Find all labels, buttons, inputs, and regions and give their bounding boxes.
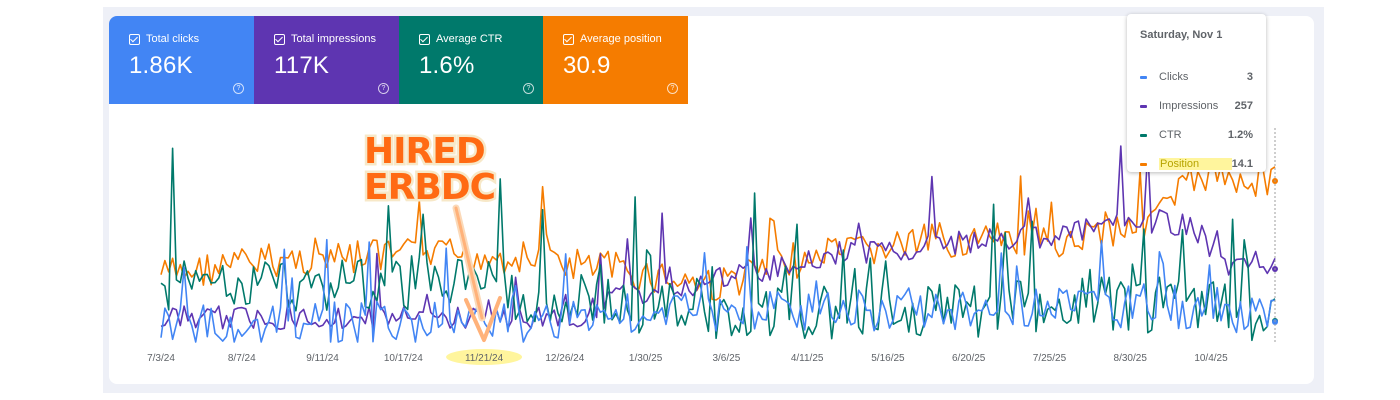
series-swatch-icon xyxy=(1140,75,1147,79)
tick-highlight xyxy=(446,349,523,365)
x-tick-label: 11/21/24 xyxy=(465,353,504,364)
checkbox-icon xyxy=(563,33,574,45)
x-tick-label: 1/30/25 xyxy=(629,353,663,364)
x-tick-label: 7/25/25 xyxy=(1033,353,1067,364)
metric-value: 30.9 xyxy=(563,52,611,79)
checkbox-icon xyxy=(419,33,430,45)
x-tick-label: 3/6/25 xyxy=(712,353,740,364)
series-swatch-icon xyxy=(1140,162,1147,166)
x-tick-label: 8/7/24 xyxy=(228,353,256,364)
metric-value: 1.86K xyxy=(129,52,193,79)
series-line-clicks xyxy=(160,238,1276,343)
x-tick-label: 8/30/25 xyxy=(1114,353,1148,364)
metric-label: Total clicks xyxy=(146,33,200,45)
x-tick-label: 12/26/24 xyxy=(545,353,584,364)
tooltip-row-position: Position 14.1 xyxy=(1140,157,1253,171)
help-icon[interactable]: ? xyxy=(378,83,389,94)
metric-average-ctr[interactable]: Average CTR 1.6% ? xyxy=(399,16,544,104)
series-swatch-icon xyxy=(1140,133,1147,137)
metric-total-clicks[interactable]: Total clicks 1.86K ? xyxy=(109,16,254,104)
series-swatch-icon xyxy=(1140,104,1147,108)
series-line-impressions xyxy=(160,145,1276,331)
chart-tooltip: Saturday, Nov 1 Clicks 3 Impressions 257 C… xyxy=(1127,14,1266,172)
metric-label: Average position xyxy=(580,33,662,45)
x-tick-label: 6/20/25 xyxy=(952,353,986,364)
arrow-icon xyxy=(452,204,502,342)
help-icon[interactable]: ? xyxy=(667,83,678,94)
tooltip-row-ctr: CTR 1.2% xyxy=(1140,128,1253,142)
help-icon[interactable]: ? xyxy=(523,83,534,94)
metric-label: Total impressions xyxy=(291,33,376,45)
checkbox-icon xyxy=(274,33,285,45)
chart-series-layer xyxy=(160,145,1278,343)
tooltip-date: Saturday, Nov 1 xyxy=(1140,29,1223,41)
metric-value: 1.6% xyxy=(419,52,475,79)
x-tick-label: 10/17/24 xyxy=(384,353,423,364)
x-tick-label: 4/11/25 xyxy=(791,353,824,364)
metric-label: Average CTR xyxy=(436,33,503,45)
help-icon[interactable]: ? xyxy=(233,83,244,94)
metric-value: 117K xyxy=(274,52,330,79)
annotation: HIRED ERBDC xyxy=(362,129,502,342)
x-tick-label: 5/16/25 xyxy=(871,353,905,364)
x-axis: 7/3/24 8/7/24 9/11/24 10/17/24 11/21/24 12/26… xyxy=(147,349,1228,365)
checkbox-icon xyxy=(129,33,140,45)
x-tick-label: 9/11/24 xyxy=(306,353,339,364)
tooltip-row-clicks: Clicks 3 xyxy=(1140,70,1253,84)
tooltip-row-impressions: Impressions 257 xyxy=(1140,99,1253,113)
annotation-line2: ERBDC xyxy=(364,167,495,208)
metric-total-impressions[interactable]: Total impressions 117K ? xyxy=(254,16,399,104)
annotation-line1: HIRED xyxy=(364,131,485,172)
x-tick-label: 7/3/24 xyxy=(147,353,175,364)
metric-average-position[interactable]: Average position 30.9 ? xyxy=(543,16,688,104)
x-tick-label: 10/4/25 xyxy=(1194,353,1228,364)
